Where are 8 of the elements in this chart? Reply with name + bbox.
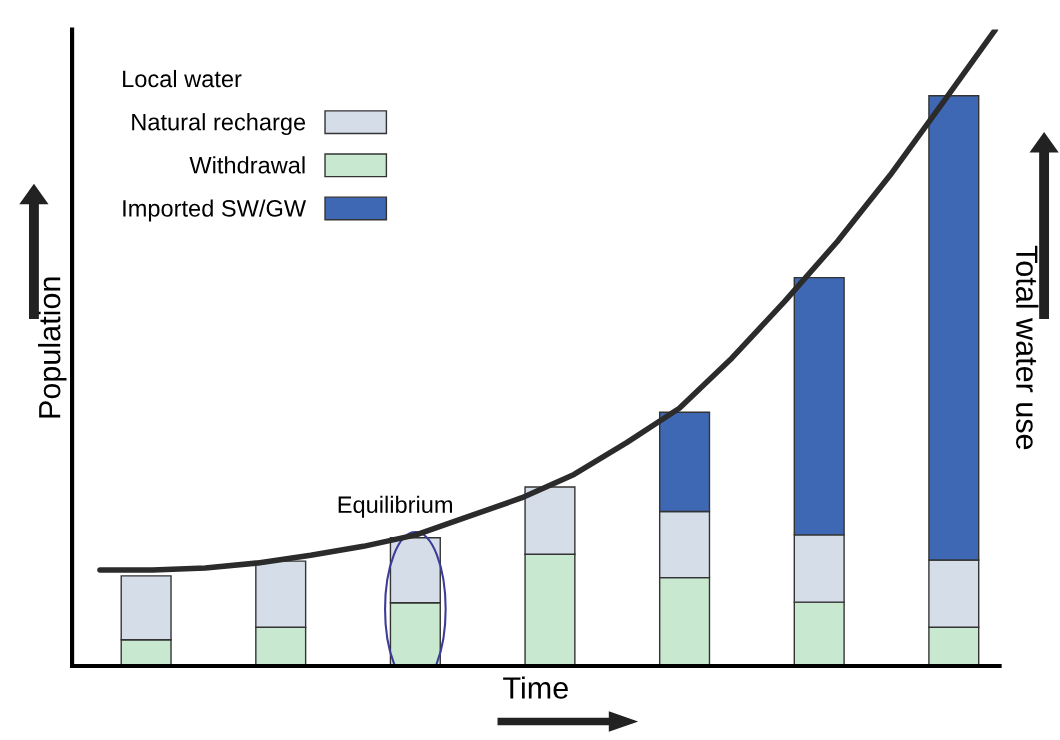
y-axis-title: Population (38, 277, 67, 418)
legend-label: Withdrawal (189, 156, 305, 174)
y2-axis-title: Total water use (1016, 245, 1039, 450)
legend-title: Local water (123, 69, 242, 88)
legend-label: Natural recharge (132, 113, 306, 136)
x-axis-title: Time (503, 676, 568, 699)
annotation: Equilibrium (338, 495, 452, 518)
legend-label: Imported SW/GW (123, 199, 307, 222)
